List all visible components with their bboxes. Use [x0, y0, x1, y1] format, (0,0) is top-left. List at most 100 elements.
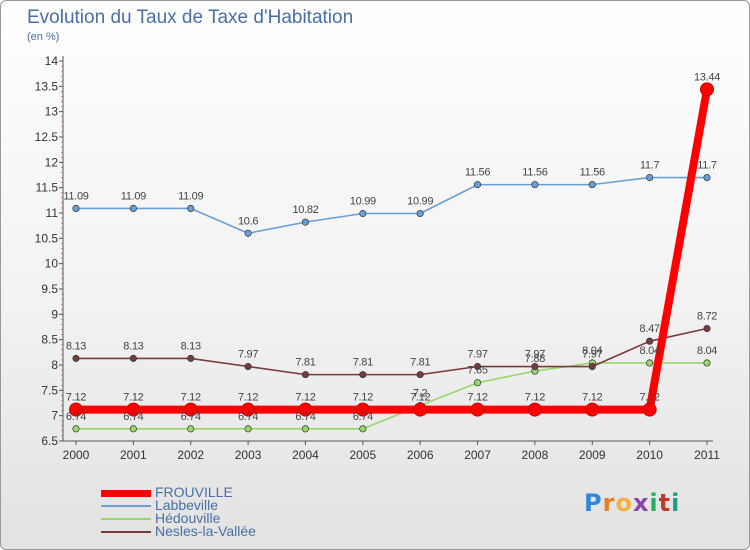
x-tick-label: 2007 — [464, 448, 491, 462]
data-point-nesles-la-vallee — [359, 371, 367, 379]
data-point-hedouville — [129, 425, 137, 433]
data-point-frouville — [642, 402, 657, 417]
data-point-nesles-la-vallee — [129, 354, 137, 362]
data-label-nesles-la-vallee: 7.97 — [467, 349, 487, 361]
x-tick-label: 2006 — [407, 448, 434, 462]
data-point-frouville — [298, 402, 313, 417]
data-point-labbeville — [646, 173, 654, 182]
chart-subtitle: (en %) — [27, 31, 60, 43]
data-label-labbeville: 11.7 — [640, 160, 660, 172]
data-label-frouville: 7.12 — [410, 392, 430, 404]
series-line-nesles-la-vallee — [76, 327, 708, 376]
x-tick-label: 2002 — [177, 448, 204, 462]
data-label-labbeville: 11.56 — [580, 167, 605, 179]
data-label-hedouville: 6.74 — [238, 411, 258, 423]
data-label-nesles-la-vallee: 8.13 — [123, 340, 143, 352]
data-label-hedouville: 6.74 — [123, 411, 143, 423]
series-line-labbeville — [76, 176, 707, 235]
legend-swatch — [101, 490, 151, 497]
brand-letter: r — [602, 489, 616, 517]
data-point-frouville — [470, 402, 485, 417]
y-tick-label: 14 — [45, 54, 59, 68]
data-label-nesles-la-vallee: 7.97 — [525, 349, 545, 361]
y-tick-label: 7 — [51, 409, 58, 423]
data-label-frouville: 7.12 — [582, 392, 602, 404]
brand-letter: o — [615, 489, 633, 517]
data-label-labbeville: 10.82 — [292, 204, 318, 216]
y-tick-label: 10.5 — [35, 231, 59, 245]
data-label-frouville: 13.44 — [694, 71, 720, 83]
data-point-labbeville — [129, 204, 137, 212]
data-point-labbeville — [72, 204, 80, 212]
data-point-labbeville — [359, 209, 367, 218]
data-point-nesles-la-vallee — [473, 362, 482, 371]
data-label-labbeville: 10.99 — [350, 196, 376, 208]
x-tick-label: 2001 — [120, 448, 147, 462]
data-label-frouville: 7.12 — [295, 392, 315, 404]
data-point-nesles-la-vallee — [416, 371, 424, 379]
data-label-labbeville: 10.6 — [238, 215, 258, 227]
data-point-nesles-la-vallee — [531, 362, 539, 371]
brand-letter: x — [632, 489, 650, 517]
y-tick-label: 13.5 — [35, 79, 59, 93]
data-label-nesles-la-vallee: 7.81 — [295, 357, 315, 369]
brand-letter: i — [671, 489, 681, 517]
data-point-nesles-la-vallee — [187, 354, 195, 362]
data-point-nesles-la-vallee — [588, 362, 596, 371]
data-point-frouville — [413, 402, 428, 417]
chart-data-labels: 7.12 7.12 7.12 7.12 7.12 7.12 7.12 7.12 7.12 7.12… — [63, 71, 720, 422]
brand-letter: t — [658, 489, 672, 517]
chart-axes: 6.5 7 7.5 8 8.5 9 9.5 10 10.5 11 11.5 12 12.5 13 13.5 1… — [35, 54, 721, 462]
data-point-frouville — [700, 82, 714, 97]
data-label-frouville: 7.12 — [123, 392, 143, 404]
data-label-frouville: 7.12 — [353, 392, 373, 404]
data-label-nesles-la-vallee: 8.13 — [181, 340, 201, 352]
data-point-frouville — [241, 402, 256, 417]
data-label-frouville: 7.12 — [640, 392, 660, 404]
data-point-labbeville — [301, 218, 310, 226]
legend-swatch — [101, 518, 151, 520]
x-tick-label: 2011 — [694, 448, 720, 462]
x-tick-label: 2010 — [636, 448, 663, 462]
data-point-hedouville — [72, 425, 80, 433]
y-tick-label: 6.5 — [41, 434, 58, 448]
y-tick-label: 12 — [45, 155, 59, 169]
data-label-hedouville: 7.65 — [467, 365, 487, 377]
y-tick-label: 8.5 — [41, 333, 58, 347]
x-tick-label: 2009 — [579, 448, 606, 462]
data-point-labbeville — [703, 173, 711, 182]
data-point-hedouville — [359, 425, 367, 433]
data-label-hedouville: 6.74 — [181, 411, 201, 423]
y-tick-label: 8 — [51, 358, 58, 372]
data-label-labbeville: 11.56 — [465, 167, 490, 179]
data-point-frouville — [183, 402, 198, 417]
data-label-hedouville: 6.74 — [66, 411, 86, 423]
data-point-hedouville — [703, 359, 711, 367]
data-point-frouville — [126, 402, 141, 417]
brand-letter: P — [584, 489, 603, 517]
data-point-labbeville — [187, 204, 195, 212]
data-label-labbeville: 11.7 — [697, 160, 717, 172]
data-label-hedouville: 7.88 — [525, 353, 545, 365]
y-tick-label: 9 — [51, 307, 58, 321]
data-point-frouville — [527, 402, 542, 417]
y-tick-label: 13 — [45, 105, 59, 119]
data-point-labbeville — [531, 181, 539, 189]
data-point-hedouville — [301, 425, 310, 433]
legend-label: FROUVILLE — [155, 484, 233, 500]
data-point-labbeville — [588, 181, 596, 189]
data-label-hedouville: 7.2 — [413, 388, 428, 400]
data-point-nesles-la-vallee — [703, 324, 711, 333]
data-label-labbeville: 10.99 — [407, 196, 433, 208]
data-point-nesles-la-vallee — [301, 371, 310, 379]
data-point-frouville — [585, 402, 600, 417]
data-label-hedouville: 8.04 — [697, 345, 717, 357]
x-tick-label: 2000 — [63, 448, 90, 462]
data-label-frouville: 7.12 — [238, 392, 258, 404]
chart-title: Evolution du Taux de Taxe d'Habitation — [27, 7, 354, 28]
data-label-nesles-la-vallee: 8.72 — [697, 311, 717, 323]
data-point-labbeville — [244, 229, 252, 237]
x-tick-label: 2004 — [292, 448, 319, 462]
